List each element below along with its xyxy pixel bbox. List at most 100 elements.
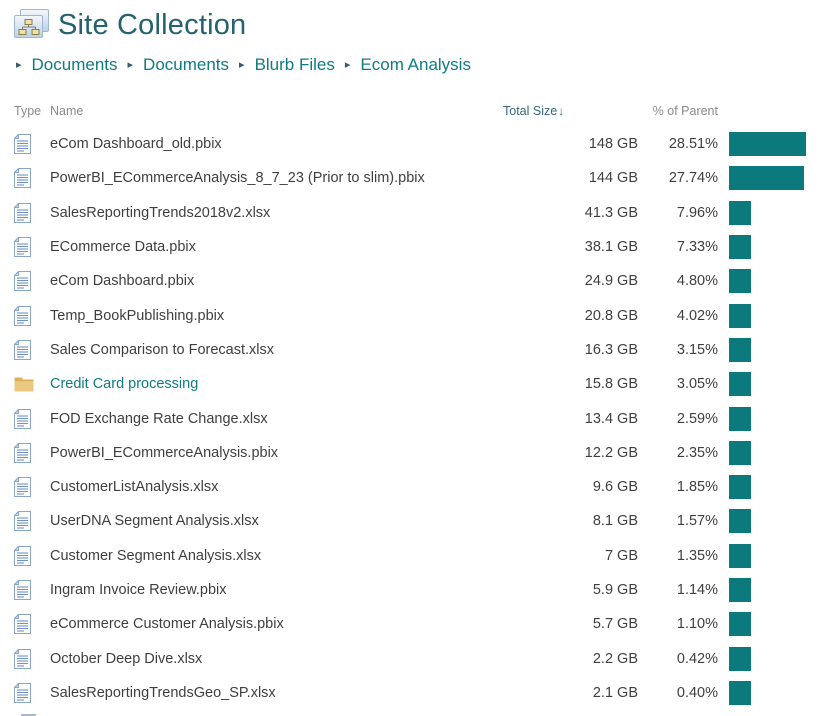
- breadcrumb-link[interactable]: Ecom Analysis: [360, 55, 471, 74]
- total-size-value: 148 GB: [588, 136, 638, 153]
- document-icon: [14, 408, 50, 429]
- total-size-value: 2.1 GB: [592, 684, 638, 701]
- file-name-link[interactable]: Credit Card processing: [50, 376, 199, 393]
- size-bar: [729, 475, 751, 500]
- size-bar: [729, 543, 751, 568]
- column-header-percent-of-parent[interactable]: % of Parent: [652, 104, 718, 118]
- total-size-value: 5.7 GB: [592, 616, 638, 633]
- bar-cell: [729, 235, 821, 260]
- name-cell: PowerBI_ECommerceAnalysis.pbix: [50, 445, 486, 461]
- file-name-link[interactable]: ECommerce Data.pbix: [50, 239, 196, 256]
- storage-metrics-table: Type Name Total Size↓ % of Parent eCom D…: [0, 100, 821, 710]
- table-row: SalesReportingTrendsGeo_SP.xlsx 2.1 GB 0.4…: [0, 676, 821, 710]
- percent-of-parent-value: 28.51%: [668, 136, 718, 153]
- name-cell: Customer Segment Analysis.xlsx: [50, 548, 486, 564]
- file-name-link[interactable]: PowerBI_ECommerceAnalysis.pbix: [50, 444, 279, 461]
- file-name-link[interactable]: eCom Dashboard_old.pbix: [50, 136, 222, 153]
- table-row: Credit Card processing 15.8 GB 3.05%: [0, 367, 821, 401]
- site-collection-icon: [11, 7, 51, 45]
- bar-cell: [729, 578, 821, 602]
- name-cell: ECommerce Data.pbix: [50, 239, 486, 255]
- total-size-value: 5.9 GB: [592, 582, 638, 598]
- breadcrumb-link[interactable]: Documents: [143, 55, 230, 74]
- document-icon: [14, 580, 50, 600]
- file-name-link[interactable]: UserDNA Segment Analysis.xlsx: [50, 513, 259, 530]
- name-cell: eCom Dashboard.pbix: [50, 273, 486, 289]
- percent-of-parent-value: 7.96%: [676, 204, 718, 221]
- breadcrumb-separator-icon: ▸: [239, 59, 245, 71]
- percent-of-parent-value: 1.35%: [676, 547, 718, 564]
- document-icon: [14, 168, 50, 189]
- size-bar: [729, 440, 751, 465]
- total-size-value: 15.8 GB: [584, 376, 638, 393]
- size-bar: [729, 269, 751, 294]
- file-name-link[interactable]: PowerBI_ECommerceAnalysis_8_7_23 (Prior …: [50, 170, 425, 187]
- bar-cell: [729, 440, 821, 465]
- name-cell: FOD Exchange Rate Change.xlsx: [50, 411, 486, 427]
- document-icon: [14, 511, 50, 532]
- size-bar: [729, 578, 751, 602]
- name-cell: Temp_BookPublishing.pbix: [50, 308, 486, 324]
- column-header-name[interactable]: Name: [50, 104, 84, 118]
- size-bar: [729, 612, 751, 637]
- bar-cell: [729, 475, 821, 500]
- breadcrumb-link[interactable]: Documents: [31, 55, 118, 74]
- size-bar: [729, 372, 751, 397]
- table-row: PowerBI_ECommerceAnalysis.pbix 12.2 GB 2.3…: [0, 436, 821, 470]
- breadcrumb-separator-icon: ▸: [16, 59, 22, 71]
- name-cell: PowerBI_ECommerceAnalysis_8_7_23 (Prior …: [50, 170, 486, 186]
- bar-cell: [729, 543, 821, 568]
- bar-cell: [729, 646, 821, 671]
- table-header: Type Name Total Size↓ % of Parent: [0, 100, 821, 122]
- percent-of-parent-value: 1.14%: [676, 582, 718, 598]
- file-name-link[interactable]: eCommerce Customer Analysis.pbix: [50, 616, 284, 633]
- percent-of-parent-value: 4.02%: [676, 307, 718, 324]
- table-row: eCom Dashboard_old.pbix 148 GB 28.51%: [0, 127, 821, 161]
- page-title: Site Collection: [58, 9, 247, 41]
- file-name-link[interactable]: SalesReportingTrends2018v2.xlsx: [50, 204, 271, 221]
- breadcrumb-item: ▸ Blurb Files: [239, 55, 335, 75]
- breadcrumb: ▸ Documents ▸ Documents ▸ Blurb Files ▸ Ecom An…: [0, 45, 821, 75]
- bar-cell: [729, 337, 821, 362]
- size-bar: [729, 166, 804, 191]
- table-row: PowerBI_ECommerceAnalysis_8_7_23 (Prior …: [0, 161, 821, 195]
- table-row: Sales Comparison to Forecast.xlsx 16.3 GB…: [0, 333, 821, 367]
- file-name-link[interactable]: CustomerListAnalysis.xlsx: [50, 479, 219, 496]
- file-name-link[interactable]: October Deep Dive.xlsx: [50, 650, 203, 667]
- bar-cell: [729, 269, 821, 294]
- size-bar: [729, 406, 751, 431]
- column-header-total-size[interactable]: Total Size↓: [486, 104, 638, 118]
- name-cell: eCom Dashboard_old.pbix: [50, 136, 486, 152]
- percent-of-parent-value: 4.80%: [676, 273, 718, 290]
- breadcrumb-separator-icon: ▸: [344, 59, 351, 71]
- total-size-value: 7 GB: [604, 547, 638, 564]
- file-name-link[interactable]: eCom Dashboard.pbix: [50, 273, 195, 290]
- percent-of-parent-value: 7.33%: [676, 239, 718, 256]
- file-name-link[interactable]: Customer Segment Analysis.xlsx: [50, 547, 262, 564]
- document-icon: [14, 477, 50, 498]
- file-name-link[interactable]: FOD Exchange Rate Change.xlsx: [50, 410, 268, 427]
- file-name-link[interactable]: SalesReportingTrendsGeo_SP.xlsx: [50, 684, 276, 701]
- percent-of-parent-value: 0.42%: [676, 650, 718, 667]
- size-bar: [729, 303, 751, 328]
- name-cell: eCommerce Customer Analysis.pbix: [50, 616, 486, 632]
- table-row: SalesReportingTrends2018v2.xlsx 41.3 GB 7.…: [0, 196, 821, 230]
- file-name-link[interactable]: Sales Comparison to Forecast.xlsx: [50, 341, 275, 358]
- table-row: Customer Segment Analysis.xlsx 7 GB 1.35%: [0, 539, 821, 573]
- bar-cell: [729, 166, 821, 191]
- total-size-value: 2.2 GB: [592, 650, 638, 667]
- total-size-value: 20.8 GB: [584, 307, 638, 324]
- total-size-value: 38.1 GB: [584, 239, 638, 256]
- percent-of-parent-value: 1.10%: [676, 616, 718, 633]
- breadcrumb-link[interactable]: Blurb Files: [254, 55, 335, 74]
- bar-cell: [729, 612, 821, 637]
- size-bar: [729, 509, 751, 534]
- folder-icon: [14, 376, 50, 392]
- file-name-link[interactable]: Ingram Invoice Review.pbix: [50, 582, 227, 598]
- total-size-sort-link[interactable]: Total Size↓: [486, 104, 638, 118]
- percent-of-parent-value: 0.40%: [676, 684, 718, 701]
- document-icon: [14, 134, 50, 155]
- size-bar: [729, 646, 751, 671]
- file-name-link[interactable]: Temp_BookPublishing.pbix: [50, 307, 225, 324]
